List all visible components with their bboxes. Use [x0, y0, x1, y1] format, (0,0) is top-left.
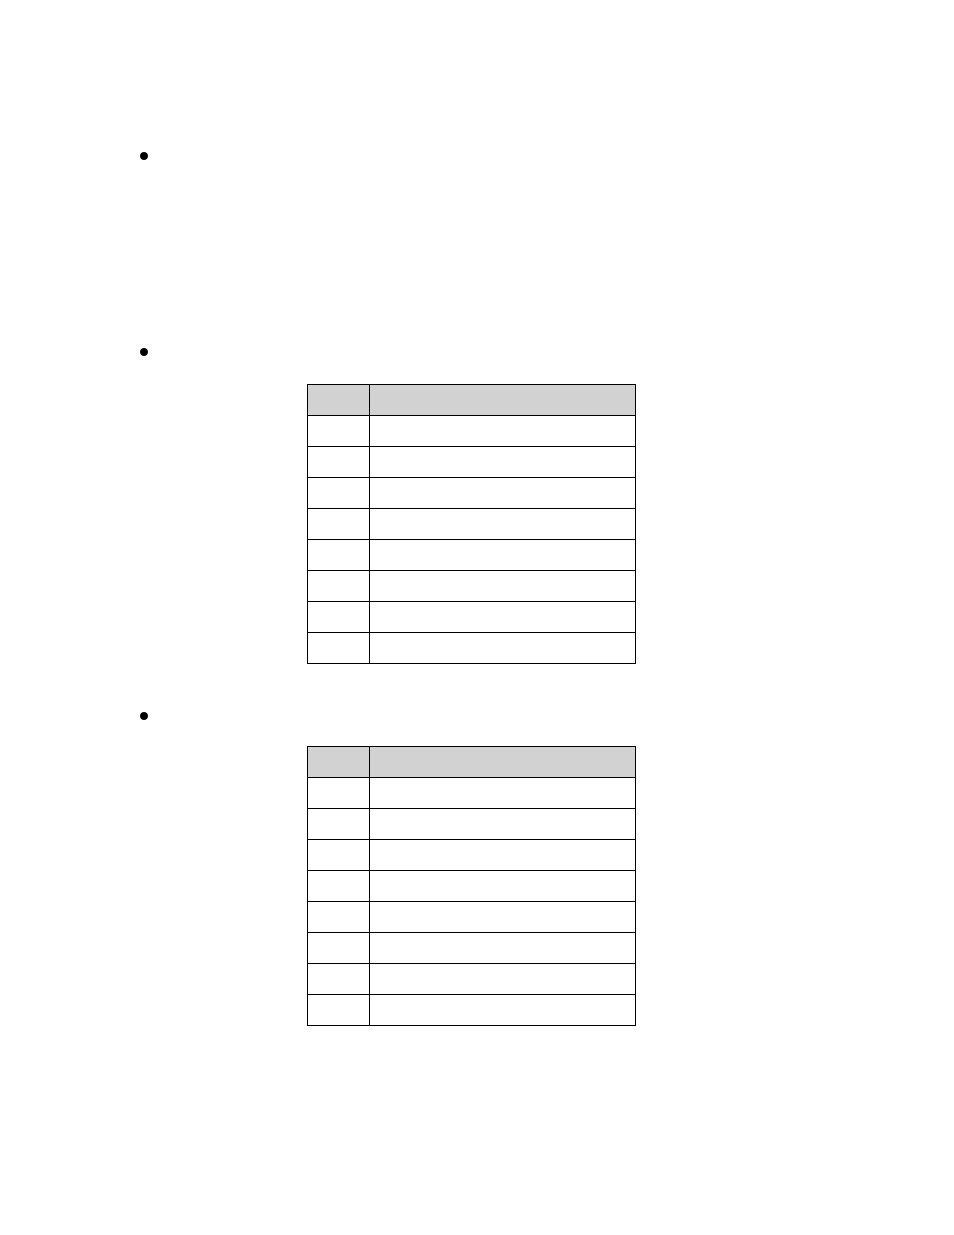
table-row	[308, 416, 636, 447]
table-cell	[370, 778, 636, 809]
table-cell	[308, 478, 370, 509]
table-cell	[370, 416, 636, 447]
table-cell	[370, 902, 636, 933]
bullet-3	[140, 712, 148, 720]
table-row	[308, 571, 636, 602]
table-cell	[370, 964, 636, 995]
table-cell	[370, 602, 636, 633]
table-row	[308, 840, 636, 871]
table-cell	[308, 633, 370, 664]
table-row	[308, 995, 636, 1026]
table-cell	[308, 509, 370, 540]
table-row	[308, 933, 636, 964]
table-row	[308, 509, 636, 540]
table-1-header-row	[308, 385, 636, 416]
table-cell	[370, 509, 636, 540]
table-cell	[370, 571, 636, 602]
table-cell	[308, 871, 370, 902]
table-cell	[370, 540, 636, 571]
table-row	[308, 778, 636, 809]
table-cell	[308, 778, 370, 809]
table-cell	[308, 809, 370, 840]
table-cell	[308, 964, 370, 995]
table-cell	[308, 902, 370, 933]
table-1-header-cell	[370, 385, 636, 416]
table-2-header-cell	[308, 747, 370, 778]
table-1	[307, 384, 636, 664]
table-row	[308, 602, 636, 633]
table-row	[308, 478, 636, 509]
table-cell	[370, 871, 636, 902]
table-cell	[308, 540, 370, 571]
table-row	[308, 902, 636, 933]
table-cell	[370, 995, 636, 1026]
bullet-2	[140, 348, 148, 356]
table-row	[308, 633, 636, 664]
table-cell	[308, 933, 370, 964]
table-1-header-cell	[308, 385, 370, 416]
table-cell	[370, 478, 636, 509]
table-2-header-cell	[370, 747, 636, 778]
table-row	[308, 871, 636, 902]
table-row	[308, 540, 636, 571]
table-2-header-row	[308, 747, 636, 778]
table-cell	[308, 447, 370, 478]
table-row	[308, 809, 636, 840]
bullet-1	[140, 152, 148, 160]
table-cell	[370, 633, 636, 664]
table-row	[308, 447, 636, 478]
table-cell	[308, 995, 370, 1026]
table-cell	[370, 933, 636, 964]
table-cell	[308, 571, 370, 602]
table-cell	[308, 840, 370, 871]
table-cell	[370, 840, 636, 871]
table-cell	[370, 809, 636, 840]
table-cell	[308, 602, 370, 633]
table-row	[308, 964, 636, 995]
table-cell	[370, 447, 636, 478]
table-2	[307, 746, 636, 1026]
table-cell	[308, 416, 370, 447]
